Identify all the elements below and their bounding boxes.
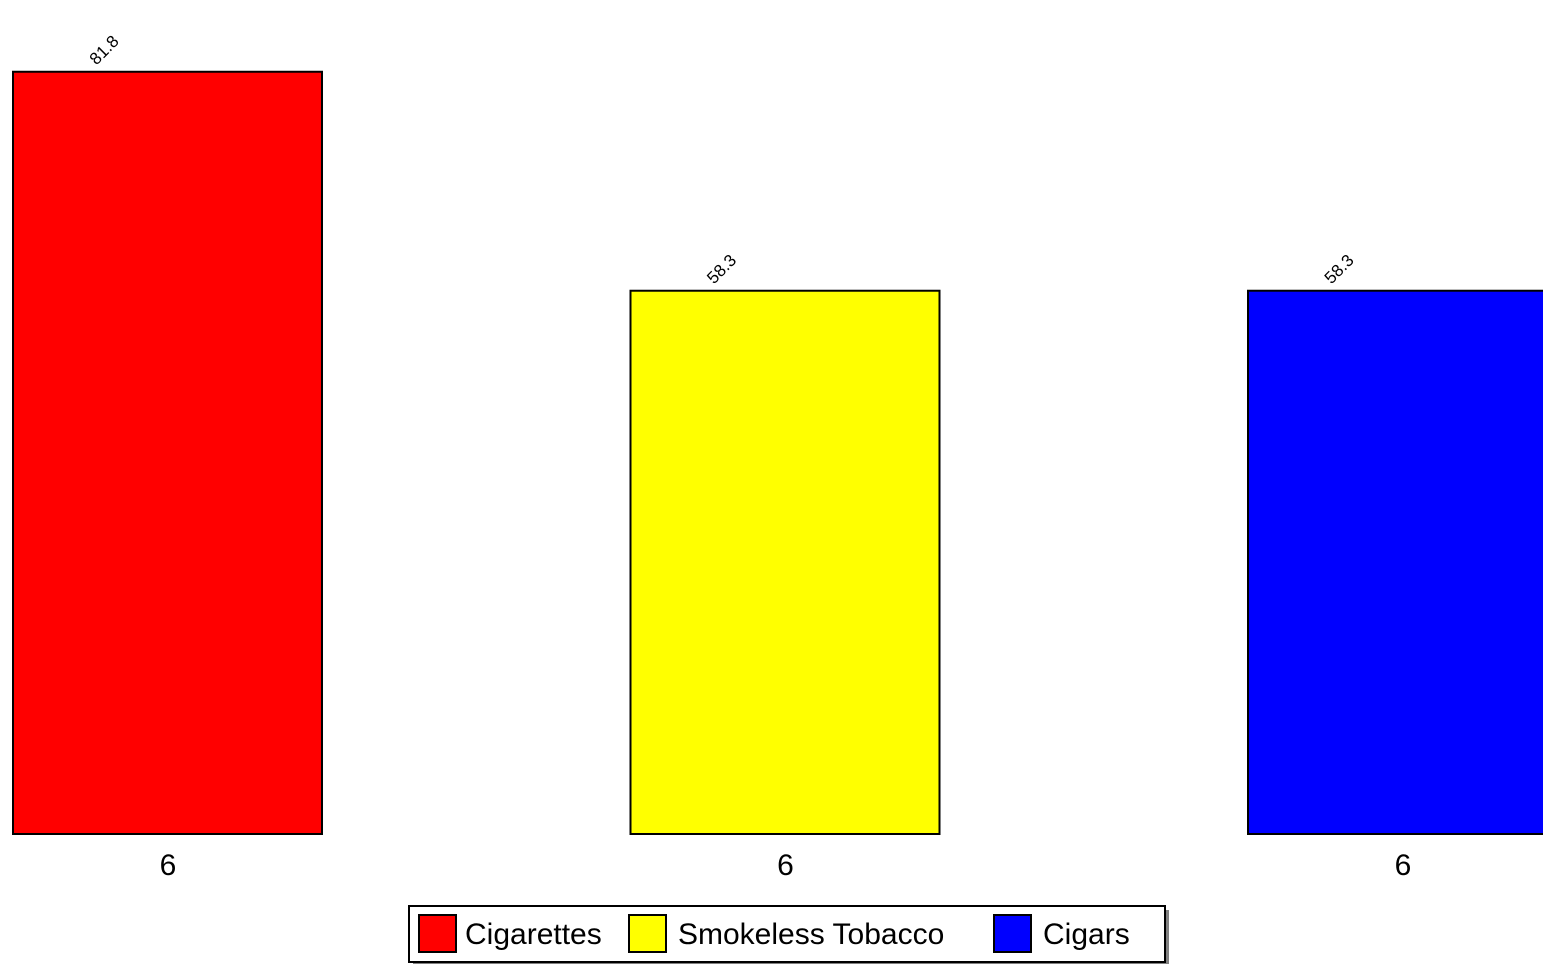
legend-swatch-cigarettes — [418, 914, 457, 953]
bar-smokeless-tobacco — [629, 289, 941, 836]
x-tick-label: 6 — [160, 849, 177, 882]
legend-swatch-cigars — [993, 914, 1032, 953]
legend-label-cigars: Cigars — [1043, 918, 1130, 951]
x-tick-label: 6 — [777, 849, 794, 882]
bar-cigarettes — [12, 70, 323, 835]
x-tick-labels: 6 6 6 — [160, 849, 1412, 882]
bar-value-label: 58.3 — [703, 251, 740, 288]
bar-cigars — [1247, 289, 1543, 836]
bar-value-label: 58.3 — [1321, 251, 1358, 288]
legend-label-cigarettes: Cigarettes — [465, 918, 602, 951]
legend-box — [408, 905, 1166, 963]
legend-label-smokeless-tobacco: Smokeless Tobacco — [678, 918, 944, 951]
legend-items: Cigarettes Smokeless Tobacco Cigars — [418, 914, 1130, 953]
legend-swatch-smokeless-tobacco — [628, 914, 667, 953]
bars-layer — [12, 70, 1543, 836]
x-tick-label: 6 — [1395, 849, 1412, 882]
legend: Cigarettes Smokeless Tobacco Cigars — [408, 905, 1169, 964]
bar-value-label: 81.8 — [86, 32, 123, 69]
